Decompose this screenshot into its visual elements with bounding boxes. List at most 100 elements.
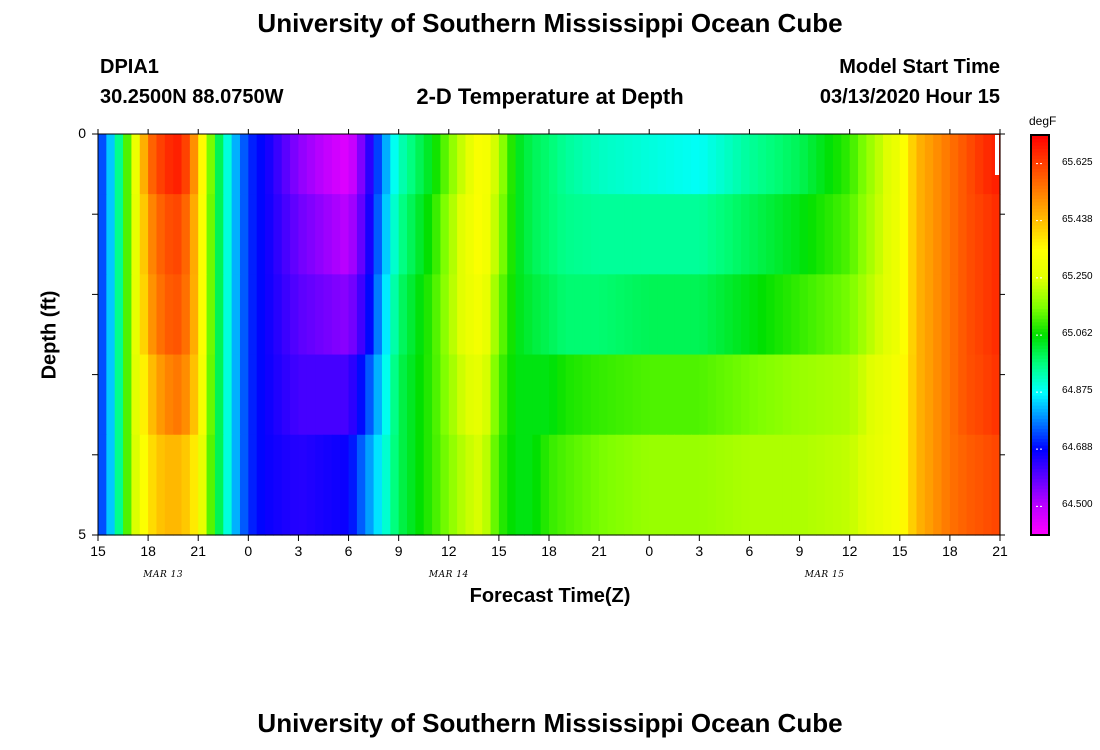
heatmap-cell bbox=[574, 354, 584, 436]
heatmap-cell bbox=[682, 134, 692, 195]
heatmap-cell bbox=[415, 274, 425, 356]
heatmap-cell bbox=[716, 434, 725, 536]
heatmap-cell bbox=[891, 434, 901, 536]
heatmap-cell bbox=[448, 354, 458, 436]
heatmap-cell bbox=[849, 274, 859, 356]
heatmap-cell bbox=[966, 434, 976, 536]
heatmap-cell bbox=[214, 194, 224, 275]
heatmap-cell bbox=[799, 194, 809, 275]
heatmap-cell bbox=[239, 354, 249, 436]
heatmap-cell bbox=[181, 434, 191, 536]
heatmap-cell bbox=[565, 134, 575, 195]
colorbar-segment bbox=[1031, 138, 1049, 143]
heatmap-cell bbox=[98, 134, 107, 195]
heatmap-cell bbox=[599, 434, 609, 536]
heatmap-cell bbox=[674, 434, 684, 536]
heatmap-cell bbox=[599, 354, 609, 436]
heatmap-cell bbox=[949, 434, 959, 536]
heatmap-cell bbox=[498, 354, 508, 436]
heatmap-cells bbox=[98, 134, 1001, 536]
heatmap-cell bbox=[816, 134, 826, 195]
heatmap-cell bbox=[933, 134, 943, 195]
heatmap-cell bbox=[807, 274, 817, 356]
heatmap-cell bbox=[281, 274, 291, 356]
heatmap-cell bbox=[114, 434, 124, 536]
heatmap-cell bbox=[899, 134, 909, 195]
heatmap-cell bbox=[841, 354, 851, 436]
heatmap-cell bbox=[699, 274, 709, 356]
heatmap-cell bbox=[966, 354, 976, 436]
heatmap-cell bbox=[306, 354, 316, 436]
heatmap-cell bbox=[899, 194, 909, 275]
heatmap-cell bbox=[766, 134, 776, 195]
heatmap-cell bbox=[941, 434, 951, 536]
heatmap-cell bbox=[323, 354, 333, 436]
heatmap-cell bbox=[298, 274, 308, 356]
colorbar-segment bbox=[1031, 518, 1049, 523]
heatmap-cell bbox=[615, 354, 625, 436]
colorbar-tick-label: 64.688 bbox=[1062, 442, 1093, 454]
heatmap-cell bbox=[557, 134, 567, 195]
colorbar-segment bbox=[1031, 385, 1049, 389]
heatmap-cell bbox=[574, 434, 584, 536]
colorbar-segment bbox=[1031, 501, 1049, 506]
heatmap-cell bbox=[373, 134, 383, 195]
heatmap-cell bbox=[432, 354, 442, 436]
heatmap-cell bbox=[131, 194, 141, 275]
heatmap-cell bbox=[690, 194, 700, 275]
heatmap-cell bbox=[323, 194, 333, 275]
heatmap-cell bbox=[632, 194, 642, 275]
heatmap-cell bbox=[716, 274, 725, 356]
heatmap-cell bbox=[582, 274, 592, 356]
colorbar-segment bbox=[1031, 281, 1049, 286]
heatmap-cell bbox=[582, 354, 592, 436]
colorbar-segment bbox=[1031, 351, 1049, 356]
colorbar-segment bbox=[1031, 391, 1049, 396]
colorbar-unit: degF bbox=[1029, 114, 1057, 128]
heatmap-cell bbox=[139, 434, 149, 536]
x-tick-label: 9 bbox=[795, 543, 804, 559]
heatmap-cell bbox=[933, 354, 943, 436]
heatmap-cell bbox=[624, 194, 634, 275]
heatmap-cell bbox=[390, 434, 400, 536]
heatmap-cell bbox=[198, 134, 208, 195]
colorbar-segment bbox=[1031, 215, 1049, 219]
heatmap-cell bbox=[206, 134, 216, 195]
heatmap-cell bbox=[766, 354, 776, 436]
heatmap-cell bbox=[782, 274, 792, 356]
heatmap-cell bbox=[98, 274, 107, 356]
colorbar-segment bbox=[1031, 305, 1049, 309]
heatmap-cell bbox=[724, 354, 734, 436]
heatmap-cell bbox=[198, 354, 208, 436]
colorbar-segment bbox=[1031, 408, 1049, 413]
heatmap-cell bbox=[156, 194, 166, 275]
heatmap-cell bbox=[816, 434, 826, 536]
heatmap-cell bbox=[281, 354, 291, 436]
colorbar-segment bbox=[1031, 458, 1049, 463]
heatmap-cell bbox=[532, 274, 542, 356]
heatmap-cell bbox=[106, 274, 116, 356]
colorbar-segment bbox=[1031, 301, 1049, 306]
heatmap-cell bbox=[365, 274, 375, 356]
colorbar-segment bbox=[1031, 378, 1049, 383]
colorbar-segment bbox=[1031, 151, 1049, 156]
heatmap-cell bbox=[315, 194, 325, 275]
heatmap-cell bbox=[941, 354, 951, 436]
heatmap-cell bbox=[791, 134, 801, 195]
colorbar-segment bbox=[1031, 285, 1049, 289]
heatmap-cell bbox=[599, 134, 609, 195]
y-axis-label: Depth (ft) bbox=[38, 290, 61, 380]
heatmap-cell bbox=[523, 194, 533, 275]
heatmap-cell bbox=[507, 354, 517, 436]
heatmap-cell bbox=[123, 354, 133, 436]
heatmap-cell bbox=[465, 354, 475, 436]
heatmap-cell bbox=[590, 274, 600, 356]
colorbar-segment bbox=[1031, 251, 1049, 256]
heatmap-cell bbox=[949, 274, 959, 356]
heatmap-cell bbox=[991, 194, 1001, 275]
heatmap-cell bbox=[164, 274, 174, 356]
heatmap-cell bbox=[607, 274, 617, 356]
heatmap-cell bbox=[507, 194, 517, 275]
x-tick-label: 15 bbox=[90, 543, 106, 559]
heatmap-cell bbox=[290, 134, 300, 195]
